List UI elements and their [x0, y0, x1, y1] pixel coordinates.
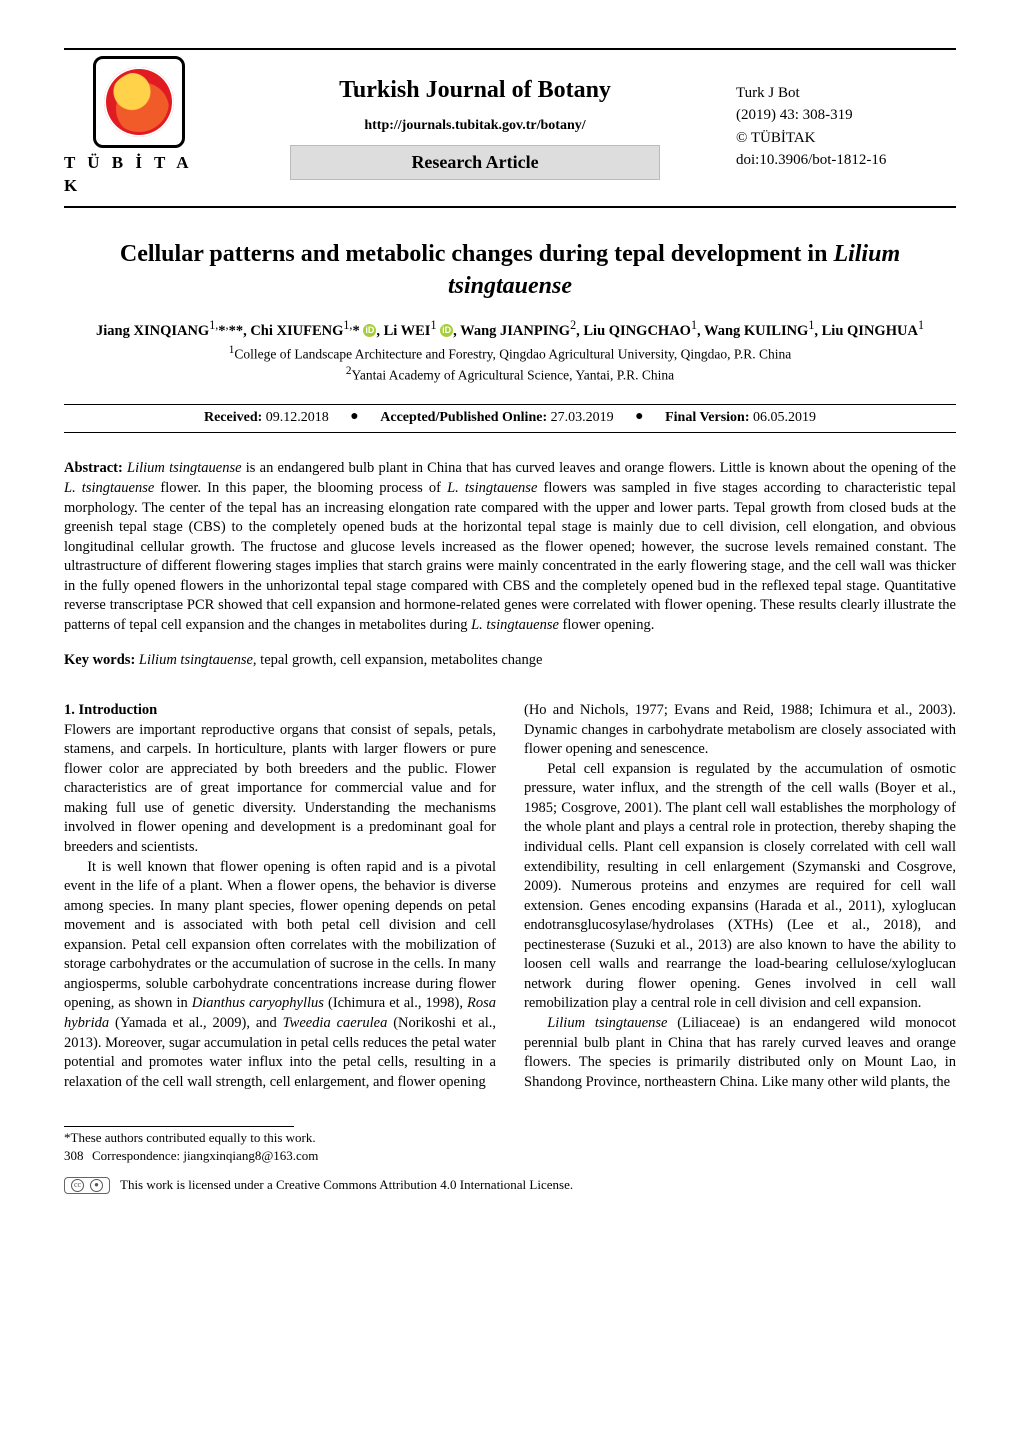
accepted-date: 27.03.2019	[551, 410, 614, 425]
footnote-equal: *These authors contributed equally to th…	[64, 1129, 956, 1147]
keywords: Key words: Lilium tsingtauense, tepal gr…	[64, 651, 956, 671]
affiliation-1: 1College of Landscape Architecture and F…	[64, 343, 956, 364]
affiliations: 1College of Landscape Architecture and F…	[64, 343, 956, 384]
logo-cell: T Ü B İ T A K	[64, 56, 214, 198]
header-meta: Turk J Bot (2019) 43: 308-319 © TÜBİTAK …	[736, 82, 956, 172]
section-heading: 1. Introduction	[64, 701, 496, 721]
bullet-icon: ●	[350, 408, 358, 427]
footnotes: *These authors contributed equally to th…	[64, 1129, 956, 1164]
copyright: © TÜBİTAK	[736, 127, 956, 150]
page-number: 308	[64, 1147, 92, 1165]
paper-title-text: Cellular patterns and metabolic changes …	[120, 241, 900, 299]
abstract-label: Abstract:	[64, 460, 123, 476]
received-label: Received:	[204, 410, 262, 425]
by-icon: ●	[90, 1179, 103, 1192]
accepted-label: Accepted/Published Online:	[380, 410, 547, 425]
footnote-corr: 308Correspondence: jiangxinqiang8@163.co…	[64, 1147, 956, 1165]
license-text: This work is licensed under a Creative C…	[120, 1176, 573, 1194]
journal-short: Turk J Bot	[736, 82, 956, 105]
body-para: Lilium tsingtauense (Liliaceae) is an en…	[524, 1014, 956, 1092]
doi: doi:10.3906/bot-1812-16	[736, 149, 956, 172]
header-center: Turkish Journal of Botany http://journal…	[232, 74, 718, 180]
body-para: (Ho and Nichols, 1977; Evans and Reid, 1…	[524, 701, 956, 760]
final-date: 06.05.2019	[753, 410, 816, 425]
logo-text: T Ü B İ T A K	[64, 152, 214, 198]
bullet-icon: ●	[635, 408, 643, 427]
journal-title: Turkish Journal of Botany	[232, 74, 718, 106]
paper-title: Cellular patterns and metabolic changes …	[64, 238, 956, 303]
top-rule	[64, 48, 956, 50]
keywords-label: Key words:	[64, 652, 135, 668]
license-row: cc ● This work is licensed under a Creat…	[64, 1176, 956, 1194]
tubitak-logo	[93, 56, 185, 148]
body-para: Petal cell expansion is regulated by the…	[524, 760, 956, 1014]
authors-line: Jiang XINQIANG1,*,**, Chi XIUFENG1,* iD,…	[64, 317, 956, 341]
cc-icon: cc	[71, 1179, 84, 1192]
received-date: 09.12.2018	[266, 410, 329, 425]
footnote-rule	[64, 1126, 294, 1127]
article-type-badge: Research Article	[290, 145, 659, 179]
cc-badge-icon: cc ●	[64, 1177, 110, 1194]
issue: (2019) 43: 308-319	[736, 104, 956, 127]
keywords-text: Lilium tsingtauense, tepal growth, cell …	[139, 652, 543, 668]
journal-header: T Ü B İ T A K Turkish Journal of Botany …	[64, 56, 956, 208]
final-label: Final Version:	[665, 410, 749, 425]
body-para: Flowers are important reproductive organ…	[64, 721, 496, 858]
dates-bar: Received: 09.12.2018 ● Accepted/Publishe…	[64, 404, 956, 433]
body-para: It is well known that flower opening is …	[64, 858, 496, 1093]
body-columns: 1. Introduction Flowers are important re…	[64, 701, 956, 1092]
abstract: Abstract: Lilium tsingtauense is an enda…	[64, 459, 956, 635]
journal-url[interactable]: http://journals.tubitak.gov.tr/botany/	[232, 117, 718, 136]
affiliation-2: 2Yantai Academy of Agricultural Science,…	[64, 364, 956, 385]
abstract-text: Lilium tsingtauense is an endangered bul…	[64, 460, 956, 633]
